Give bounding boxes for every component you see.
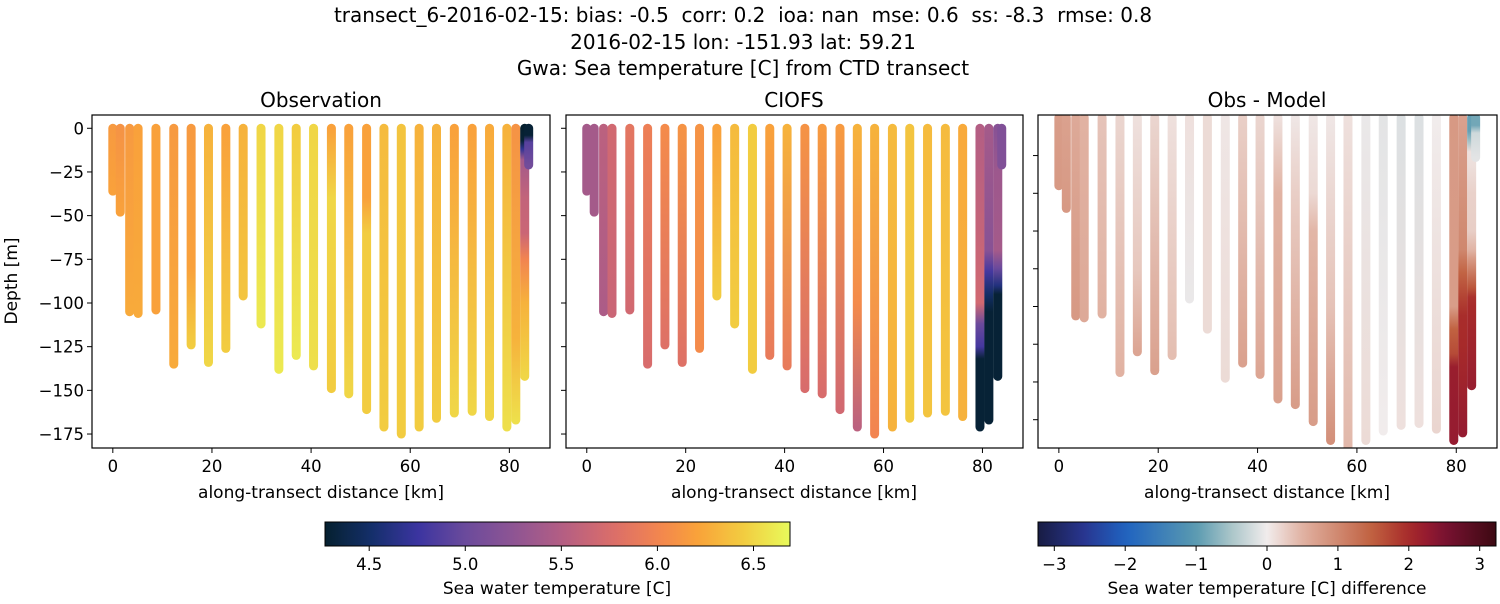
y-tick-label: 0 xyxy=(74,119,85,138)
x-tick-label: 40 xyxy=(1247,457,1268,476)
x-tick-label: 80 xyxy=(499,457,520,476)
y-tick-label: −150 xyxy=(39,381,84,400)
x-tick-label: 0 xyxy=(1054,457,1065,476)
y-tick-label: −75 xyxy=(49,250,84,269)
axes-frame xyxy=(1037,114,1498,449)
x-tick-label: 60 xyxy=(873,457,894,476)
colorbar-tick-label: 5.5 xyxy=(548,555,574,574)
colorbar-tick-label: 1 xyxy=(1333,555,1344,574)
y-tick-label: −25 xyxy=(49,163,84,182)
panel-title: Obs - Model xyxy=(1208,88,1327,112)
x-tick-label: 20 xyxy=(201,457,222,476)
cast-group xyxy=(582,123,1007,439)
y-tick-label: −175 xyxy=(39,425,84,444)
x-tick-label: 40 xyxy=(774,457,795,476)
y-tick-label: −125 xyxy=(39,338,84,357)
panel-title: Observation xyxy=(260,88,382,112)
x-tick-label: 0 xyxy=(582,457,593,476)
figure-title-line3: Gwa: Sea temperature [C] from CTD transe… xyxy=(517,56,969,80)
colorbar-tick-label: 0 xyxy=(1262,555,1273,574)
axes-frame xyxy=(91,114,551,449)
colorbar-label: Sea water temperature [C] difference xyxy=(1107,579,1426,599)
x-tick-label: 60 xyxy=(400,457,421,476)
ciofs-panel: CIOFS along-transect distance [km] 0 20 40… xyxy=(561,88,1024,503)
y-axis-label: Depth [m] xyxy=(2,237,22,324)
x-tick-label: 20 xyxy=(1148,457,1169,476)
x-tick-label: 0 xyxy=(108,457,119,476)
x-tick-label: 80 xyxy=(972,457,993,476)
x-axis-label: along-transect distance [km] xyxy=(1144,483,1390,503)
x-axis-label: along-transect distance [km] xyxy=(671,483,917,503)
x-tick-label: 60 xyxy=(1346,457,1367,476)
colorbar-tick-label: −2 xyxy=(1113,555,1137,574)
colorbar-tick-label: 2 xyxy=(1404,555,1415,574)
colorbar-label: Sea water temperature [C] xyxy=(443,579,671,599)
colorbar-gradient xyxy=(1037,521,1497,547)
cast-group xyxy=(108,123,534,439)
x-tick-label: 80 xyxy=(1446,457,1467,476)
panel-title: CIOFS xyxy=(764,88,823,112)
colorbar-tick-label: 6.0 xyxy=(644,555,670,574)
colorbar-tick-label: 6.5 xyxy=(740,555,766,574)
colorbar-tick-label: 5.0 xyxy=(452,555,478,574)
observation-panel: Observation along-transect distance [km]… xyxy=(2,88,551,503)
x-axis-label: along-transect distance [km] xyxy=(198,483,444,503)
colorbar-tick-label: 4.5 xyxy=(356,555,382,574)
cast-group xyxy=(1054,115,1481,448)
obs-minus-model-panel: Obs - Model along-transect distance [km]… xyxy=(1033,88,1498,503)
y-tick-label: −100 xyxy=(39,294,84,313)
x-tick-label: 40 xyxy=(301,457,322,476)
temperature-colorbar: Sea water temperature [C] 4.5 5.0 5.5 6.0 6.… xyxy=(324,521,791,599)
colorbar-tick-label: −1 xyxy=(1184,555,1208,574)
figure-title-line1: transect_6-2016-02-15: bias: -0.5 corr: … xyxy=(334,3,1152,27)
colorbar-gradient xyxy=(324,521,791,547)
axes-frame xyxy=(565,114,1024,449)
figure-title-line2: 2016-02-15 lon: -151.93 lat: 59.21 xyxy=(570,30,916,54)
y-tick-label: −50 xyxy=(49,207,84,226)
difference-colorbar: Sea water temperature [C] difference −3 −… xyxy=(1037,521,1497,599)
colorbar-tick-label: 3 xyxy=(1474,555,1485,574)
x-tick-label: 20 xyxy=(675,457,696,476)
colorbar-tick-label: −3 xyxy=(1042,555,1066,574)
